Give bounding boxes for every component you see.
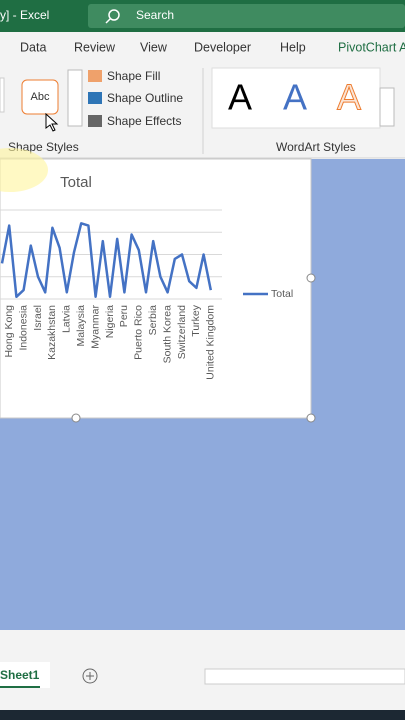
- shape-effects[interactable]: Shape Effects: [107, 114, 182, 128]
- x-tick-label: Myanmar: [89, 305, 101, 349]
- search-icon: [108, 9, 120, 21]
- gallery-scroll[interactable]: [379, 87, 395, 127]
- x-tick-label: Latvia: [61, 305, 73, 333]
- ribbon-tab[interactable]: Help: [280, 40, 306, 54]
- h-scrollbar[interactable]: [204, 668, 405, 685]
- add-sheet[interactable]: [82, 668, 98, 684]
- ribbon-tab[interactable]: View: [140, 40, 168, 54]
- status-bar: [0, 690, 405, 710]
- wordart-gallery: [211, 67, 381, 129]
- series-line: [0, 222, 213, 299]
- chart-object[interactable]: [0, 158, 312, 419]
- resize-handle[interactable]: [306, 413, 316, 423]
- search-label: Search: [136, 8, 174, 22]
- x-tick-label: Indonesia: [17, 305, 29, 351]
- add-sheet-plus: [86, 672, 94, 680]
- x-tick-label: Switzerland: [176, 305, 188, 359]
- legend-label: Total: [271, 288, 293, 300]
- group-label: WordArt Styles: [276, 140, 356, 154]
- wordart-a[interactable]: A: [283, 77, 307, 118]
- ribbon-tab[interactable]: Developer: [194, 40, 251, 54]
- sheet-tab-label: Sheet1: [0, 668, 40, 682]
- search-icon-handle: [105, 18, 111, 24]
- x-tick-label: Serbia: [147, 305, 159, 336]
- x-tick-label: Malaysia: [75, 305, 87, 347]
- x-tick-label: South Korea: [161, 305, 173, 364]
- style-swatch[interactable]: [21, 79, 59, 115]
- resize-handle[interactable]: [306, 273, 316, 283]
- taskbar: [0, 710, 405, 720]
- gallery-scroll[interactable]: [67, 69, 83, 127]
- chart-title: Total: [60, 174, 92, 191]
- sheet-tab[interactable]: [0, 662, 50, 688]
- x-tick-label: Turkey: [190, 304, 202, 336]
- x-tick-label: Puerto Rico: [133, 305, 145, 360]
- x-tick-label: Israel: [32, 305, 44, 331]
- x-tick-label: Nigeria: [104, 305, 116, 338]
- resize-handle[interactable]: [71, 413, 81, 423]
- ribbon-tab[interactable]: Review: [74, 40, 116, 54]
- x-tick-label: Kazakhstan: [46, 305, 58, 360]
- search-box[interactable]: [88, 4, 405, 28]
- cursor-highlight: [0, 148, 48, 192]
- style-sample: Abc: [31, 91, 50, 103]
- wordart-a[interactable]: A: [336, 76, 361, 118]
- shape-fill[interactable]: Shape Fill: [107, 69, 160, 83]
- x-tick-label: Hong Kong: [3, 305, 15, 358]
- shape-outline[interactable]: Shape Outline: [107, 91, 183, 105]
- ribbon-tab[interactable]: PivotChart A: [338, 40, 405, 54]
- ribbon-tab[interactable]: Data: [20, 40, 46, 54]
- x-tick-label: Peru: [118, 305, 130, 327]
- window-title: y] - Excel: [0, 8, 49, 22]
- style-swatch[interactable]: [0, 77, 5, 113]
- fill-icon: [88, 70, 102, 82]
- cursor: [45, 112, 59, 132]
- wordart-a[interactable]: A: [228, 77, 252, 118]
- effects-icon: [88, 115, 102, 127]
- outline-icon: [88, 92, 102, 104]
- x-tick-label: United Kingdom: [205, 305, 217, 380]
